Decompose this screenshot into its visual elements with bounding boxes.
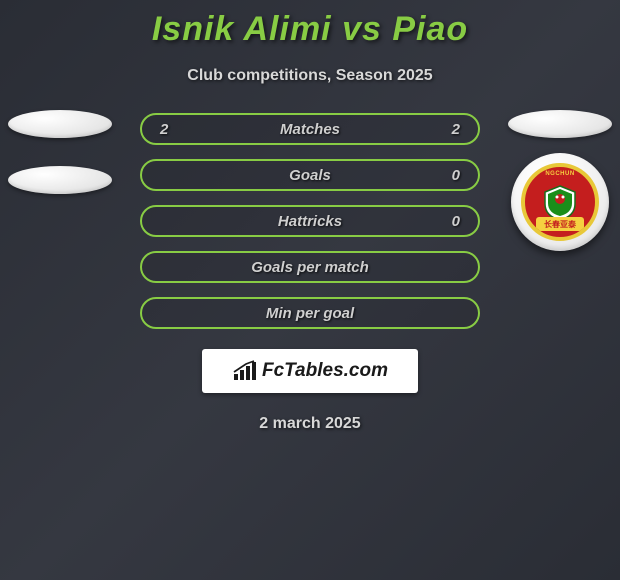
stat-label: Goals — [289, 167, 331, 184]
brand-text: FcTables.com — [262, 360, 388, 382]
stat-label: Hattricks — [278, 213, 342, 230]
chart-icon — [232, 360, 258, 382]
brand-box[interactable]: FcTables.com — [202, 349, 418, 393]
date-text: 2 march 2025 — [0, 415, 620, 433]
stat-row-min-per-goal: Min per goal — [140, 297, 480, 329]
club-logo-top-text: NGCHUN — [545, 171, 574, 177]
left-team-placeholder-2 — [8, 166, 112, 194]
left-player-badges — [8, 110, 112, 194]
stat-right-value: 2 — [440, 121, 460, 138]
left-team-placeholder-1 — [8, 110, 112, 138]
comparison-container: NGCHUN 长春亚泰 2 Matches 2 Goals 0 — [0, 113, 620, 433]
stat-rows: 2 Matches 2 Goals 0 Hattricks 0 Goals pe… — [140, 113, 480, 329]
stat-row-goals: Goals 0 — [140, 159, 480, 191]
stat-row-goals-per-match: Goals per match — [140, 251, 480, 283]
right-club-logo: NGCHUN 长春亚泰 — [511, 153, 609, 251]
stat-row-hattricks: Hattricks 0 — [140, 205, 480, 237]
stat-label: Min per goal — [266, 305, 354, 322]
club-logo-inner: NGCHUN 长春亚泰 — [521, 163, 599, 241]
stat-right-value: 0 — [440, 213, 460, 230]
page-title: Isnik Alimi vs Piao — [0, 0, 620, 49]
right-team-placeholder — [508, 110, 612, 138]
stat-label: Goals per match — [251, 259, 369, 276]
subtitle: Club competitions, Season 2025 — [0, 67, 620, 85]
club-logo-chinese-text: 长春亚泰 — [536, 217, 584, 231]
stat-row-matches: 2 Matches 2 — [140, 113, 480, 145]
right-player-badges: NGCHUN 长春亚泰 — [508, 110, 612, 251]
stat-label: Matches — [280, 121, 340, 138]
stat-left-value: 2 — [160, 121, 180, 138]
stat-right-value: 0 — [440, 167, 460, 184]
